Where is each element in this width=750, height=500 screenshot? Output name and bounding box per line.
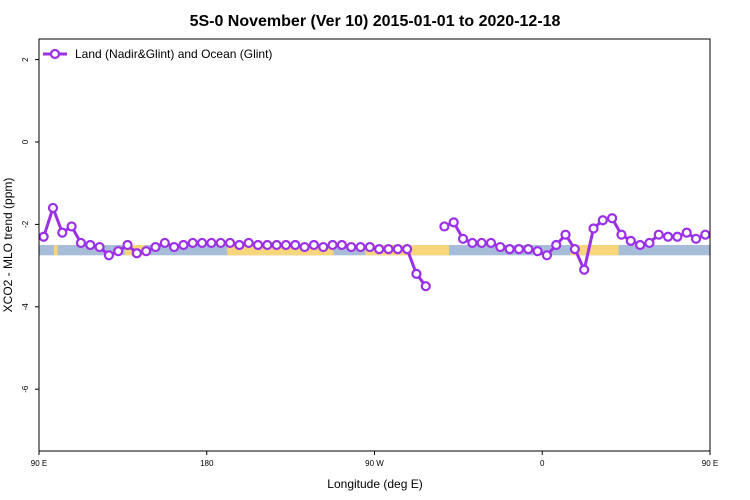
x-axis: 90 E 180 90 W 0 90 E (31, 451, 718, 468)
data-point (662, 231, 674, 242)
data-point (402, 244, 413, 255)
data-point (597, 215, 608, 226)
data-point (411, 268, 422, 279)
y-tick-label: -6 (21, 385, 30, 393)
data-point (579, 264, 590, 275)
data-point (178, 239, 189, 251)
data-point (196, 237, 208, 249)
data-point (271, 239, 282, 251)
data-point (355, 241, 366, 253)
legend-marker (49, 48, 61, 60)
land-segment (53, 245, 58, 256)
data-point (215, 237, 226, 249)
data-point (224, 237, 236, 249)
data-point (94, 241, 105, 253)
land-segment (227, 245, 334, 256)
data-point (39, 231, 49, 242)
y-tick-label: -2 (21, 220, 30, 228)
data-point (439, 221, 450, 232)
data-point (681, 227, 692, 238)
data-point (234, 239, 245, 251)
data-point (457, 233, 469, 244)
data-point (336, 239, 347, 251)
data-point (644, 237, 655, 249)
data-point (243, 237, 254, 249)
data-point (346, 241, 357, 253)
data-point (47, 202, 59, 214)
data-point (616, 229, 627, 240)
y-axis: 2 0 -2 -4 -6 (21, 57, 39, 393)
data-point (532, 246, 543, 257)
data-point (720, 233, 728, 241)
land-segment (719, 245, 726, 255)
data-point (709, 234, 710, 239)
data-point (523, 244, 534, 255)
chart-title: 5S-0 November (Ver 10) 2015-01-01 to 202… (190, 13, 561, 30)
data-point (141, 246, 152, 257)
x-tick-label: 90 E (702, 459, 718, 468)
data-point (374, 244, 385, 255)
data-point (495, 241, 506, 253)
data-point (57, 227, 68, 238)
data-point (169, 241, 180, 253)
data-point (103, 250, 114, 261)
legend: Land (Nadir&Glint) and Ocean (Glint) (43, 47, 272, 61)
legend-label: Land (Nadir&Glint) and Ocean (Glint) (75, 47, 272, 61)
data-point (252, 239, 264, 251)
y-tick-label: 2 (21, 57, 30, 62)
data-point (364, 241, 375, 253)
data-point (75, 237, 87, 249)
data-point (327, 239, 338, 251)
data-point (131, 248, 142, 259)
data-point (653, 229, 664, 240)
series-layer (39, 202, 747, 292)
data-point (262, 239, 273, 251)
data-point (739, 229, 747, 237)
data-point (85, 239, 96, 251)
data-point (299, 241, 310, 253)
data-point (420, 281, 431, 292)
data-point (513, 244, 525, 255)
data-point (392, 244, 403, 255)
data-point (541, 250, 553, 261)
data-point (66, 221, 77, 232)
data-point (672, 231, 683, 242)
data-point (569, 244, 580, 255)
y-tick-label: -4 (21, 303, 30, 311)
data-point (560, 229, 571, 240)
x-tick-label: 90 W (365, 459, 384, 468)
data-point (318, 241, 329, 253)
land-segment (570, 245, 619, 256)
data-point (700, 229, 710, 240)
x-tick-label: 90 E (31, 459, 47, 468)
data-point (113, 246, 124, 257)
data-point (150, 241, 161, 253)
data-point (122, 239, 133, 251)
data-point (467, 237, 478, 249)
data-point (187, 237, 198, 249)
data-point (635, 239, 646, 251)
x-tick-label: 180 (200, 459, 214, 468)
data-point (690, 233, 702, 244)
data-point (476, 237, 487, 249)
data-point (729, 204, 737, 212)
data-point (625, 235, 636, 246)
data-point (280, 239, 292, 251)
data-point (383, 244, 394, 255)
data-point (551, 239, 562, 251)
data-point (485, 237, 497, 249)
data-point (588, 223, 599, 234)
data-point (159, 237, 170, 249)
y-tick-label: 0 (21, 139, 30, 144)
data-point (448, 217, 459, 228)
data-point (607, 213, 618, 224)
x-axis-label: Longitude (deg E) (327, 477, 422, 491)
y-axis-label: XCO2 - MLO trend (ppm) (1, 178, 15, 313)
data-point (308, 239, 320, 251)
data-point (290, 239, 301, 251)
x-tick-label: 0 (540, 459, 545, 468)
data-point (206, 237, 217, 249)
data-point (504, 244, 515, 255)
